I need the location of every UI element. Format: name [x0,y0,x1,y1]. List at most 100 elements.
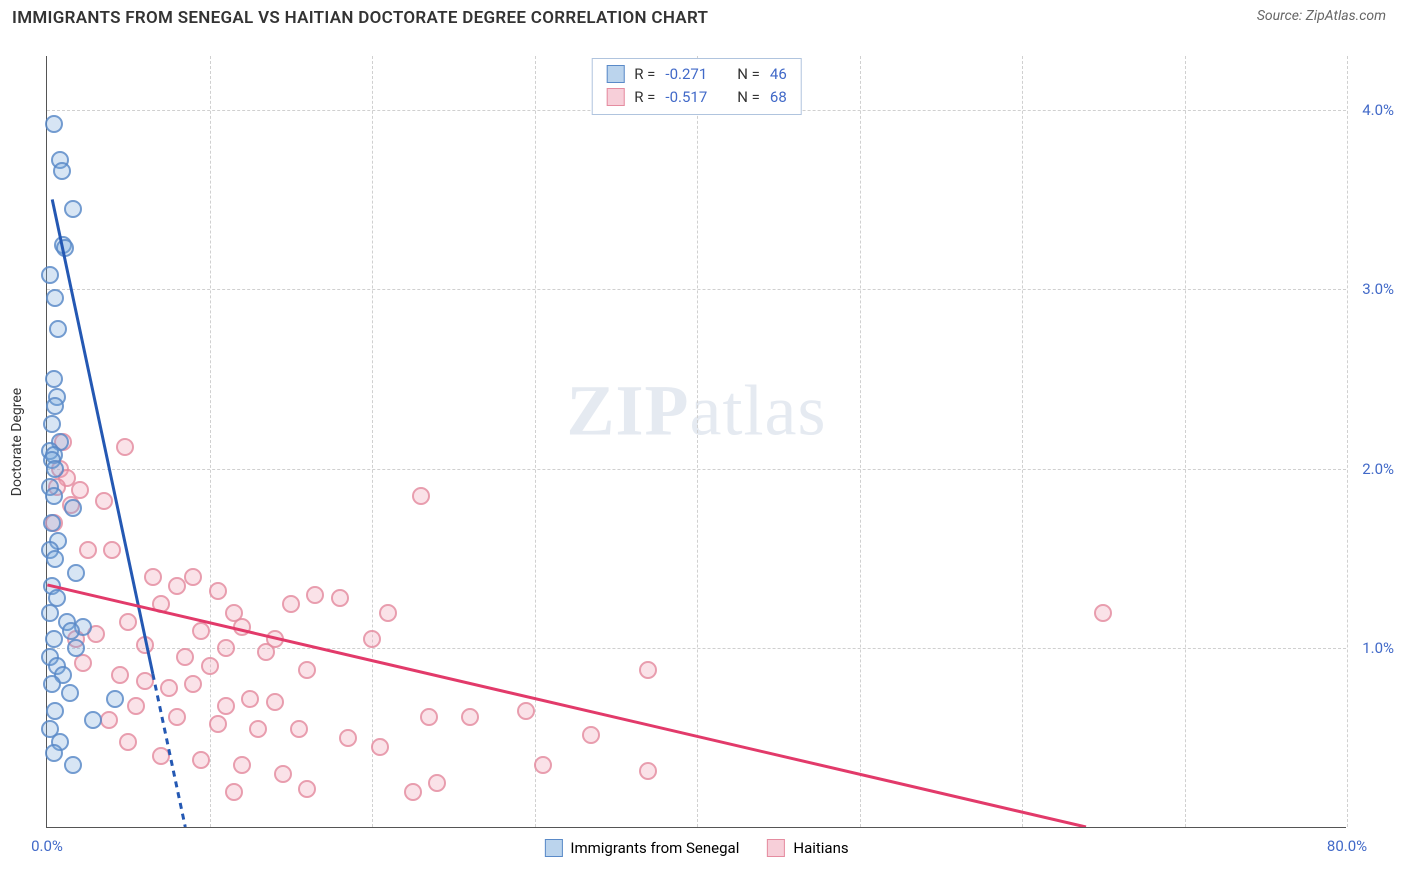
point-senegal [46,702,64,720]
point-senegal [64,200,82,218]
point-haitian [517,702,535,720]
gridline-h [47,289,1346,290]
point-haitian [233,756,251,774]
point-senegal [41,604,59,622]
point-haitian [209,715,227,733]
point-senegal [46,460,64,478]
point-haitian [136,636,154,654]
point-haitian [639,762,657,780]
point-haitian [100,711,118,729]
point-senegal [56,239,74,257]
point-senegal [64,756,82,774]
n-label: N = [737,63,760,86]
point-haitian [152,595,170,613]
point-haitian [241,690,259,708]
point-senegal [46,289,64,307]
point-senegal [45,370,63,388]
point-haitian [331,589,349,607]
r-value: -0.517 [665,86,707,109]
point-senegal [106,690,124,708]
point-haitian [160,679,178,697]
point-haitian [461,708,479,726]
point-senegal [62,622,80,640]
point-haitian [168,577,186,595]
point-haitian [420,708,438,726]
y-tick-label: 4.0% [1362,101,1394,119]
point-haitian [111,666,129,684]
point-haitian [95,492,113,510]
point-haitian [639,661,657,679]
legend-series-label: Haitians [793,839,848,857]
point-haitian [184,675,202,693]
chart-title: IMMIGRANTS FROM SENEGAL VS HAITIAN DOCTO… [12,8,708,28]
point-haitian [184,568,202,586]
scatter-chart: Doctorate Degree ZIPatlas 0.0%80.0%1.0%2… [46,56,1346,828]
point-haitian [192,751,210,769]
point-haitian [201,657,219,675]
point-haitian [290,720,308,738]
legend-series-item: Immigrants from Senegal [544,839,739,857]
legend-swatch [544,839,562,857]
point-haitian [217,639,235,657]
point-senegal [43,675,61,693]
r-value: -0.271 [665,63,707,86]
point-senegal [45,487,63,505]
n-label: N = [737,86,760,109]
point-haitian [257,643,275,661]
point-haitian [363,630,381,648]
gridline-h [47,648,1346,649]
point-senegal [84,711,102,729]
y-axis-label: Doctorate Degree [9,387,25,495]
n-value: 46 [770,63,787,86]
point-haitian [225,783,243,801]
r-label: R = [634,86,655,109]
point-senegal [46,397,64,415]
legend-stats-row: R =-0.271N =46 [606,63,787,86]
y-tick-label: 3.0% [1362,280,1394,298]
point-senegal [49,320,67,338]
point-haitian [298,780,316,798]
x-tick-label: 0.0% [31,837,63,855]
point-haitian [404,783,422,801]
point-haitian [339,729,357,747]
point-haitian [428,774,446,792]
legend-series-label: Immigrants from Senegal [570,839,739,857]
point-senegal [61,684,79,702]
point-senegal [46,550,64,568]
point-haitian [79,541,97,559]
point-haitian [274,765,292,783]
point-haitian [168,708,186,726]
point-haitian [1094,604,1112,622]
point-senegal [45,744,63,762]
point-haitian [249,720,267,738]
point-senegal [53,162,71,180]
point-haitian [119,613,137,631]
point-senegal [67,564,85,582]
legend-swatch [606,88,624,106]
point-senegal [43,415,61,433]
point-haitian [136,672,154,690]
gridline-v [1022,56,1023,827]
point-haitian [217,697,235,715]
point-haitian [266,693,284,711]
point-haitian [144,568,162,586]
legend-series: Immigrants from Senegal Haitians [544,839,848,857]
point-haitian [152,747,170,765]
point-haitian [534,756,552,774]
gridline-v [1347,56,1348,827]
gridline-v [372,56,373,827]
legend-swatch [767,839,785,857]
legend-swatch [606,65,624,83]
point-haitian [412,487,430,505]
point-haitian [306,586,324,604]
point-haitian [282,595,300,613]
point-haitian [582,726,600,744]
point-haitian [298,661,316,679]
point-senegal [43,514,61,532]
point-haitian [176,648,194,666]
point-haitian [192,622,210,640]
gridline-v [697,56,698,827]
header: IMMIGRANTS FROM SENEGAL VS HAITIAN DOCTO… [0,0,1406,32]
point-haitian [119,733,137,751]
point-haitian [127,697,145,715]
